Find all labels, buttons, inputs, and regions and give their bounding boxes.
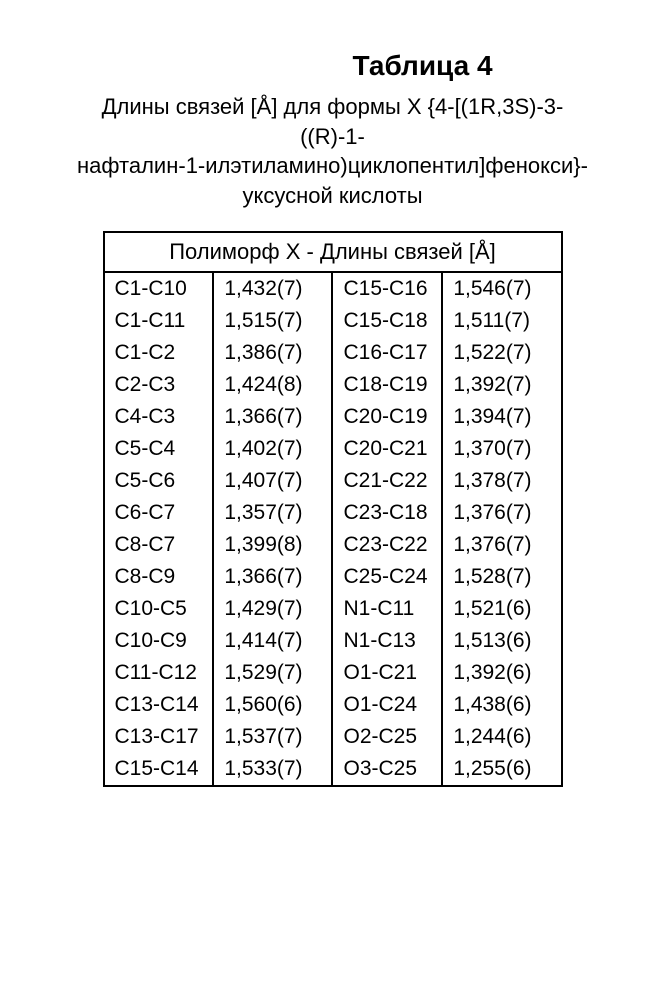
bond-pair-left: C1-C10 [104, 272, 214, 305]
bond-value-left: 1,529(7) [213, 657, 332, 689]
table-row: C10-C91,414(7)N1-C131,513(6) [104, 625, 562, 657]
caption-line-2: нафталин-1-илэтиламино)циклопентил]фенок… [77, 153, 588, 178]
bond-value-left: 1,357(7) [213, 497, 332, 529]
table-row: C13-C141,560(6)O1-C241,438(6) [104, 689, 562, 721]
bond-value-right: 1,528(7) [442, 561, 561, 593]
bond-pair-right: N1-C13 [332, 625, 442, 657]
table-row: C2-C31,424(8)C18-C191,392(7) [104, 369, 562, 401]
bond-value-right: 1,521(6) [442, 593, 561, 625]
bond-pair-left: C13-C17 [104, 721, 214, 753]
bond-value-left: 1,366(7) [213, 561, 332, 593]
bond-value-left: 1,515(7) [213, 305, 332, 337]
bond-length-table: Полиморф X - Длины связей [Å] C1-C101,43… [103, 231, 563, 787]
table-number-title: Таблица 4 [250, 50, 595, 82]
bond-pair-right: C25-C24 [332, 561, 442, 593]
bond-pair-right: C15-C16 [332, 272, 442, 305]
table-row: C8-C71,399(8)C23-C221,376(7) [104, 529, 562, 561]
table-header: Полиморф X - Длины связей [Å] [104, 232, 562, 272]
bond-pair-left: C2-C3 [104, 369, 214, 401]
bond-value-right: 1,511(7) [442, 305, 561, 337]
bond-pair-left: C5-C4 [104, 433, 214, 465]
table-row: C10-C51,429(7)N1-C111,521(6) [104, 593, 562, 625]
bond-pair-left: C1-C2 [104, 337, 214, 369]
bond-value-right: 1,378(7) [442, 465, 561, 497]
bond-value-left: 1,432(7) [213, 272, 332, 305]
caption-line-1: Длины связей [Å] для формы X {4-[(1R,3S)… [102, 94, 564, 149]
bond-pair-right: O1-C24 [332, 689, 442, 721]
bond-pair-left: C15-C14 [104, 753, 214, 786]
table-row: C5-C61,407(7)C21-C221,378(7) [104, 465, 562, 497]
bond-value-left: 1,402(7) [213, 433, 332, 465]
bond-value-right: 1,376(7) [442, 497, 561, 529]
bond-value-left: 1,560(6) [213, 689, 332, 721]
bond-value-right: 1,438(6) [442, 689, 561, 721]
bond-value-right: 1,370(7) [442, 433, 561, 465]
bond-pair-left: C6-C7 [104, 497, 214, 529]
bond-value-left: 1,366(7) [213, 401, 332, 433]
table-row: C8-C91,366(7)C25-C241,528(7) [104, 561, 562, 593]
bond-value-right: 1,392(7) [442, 369, 561, 401]
bond-pair-left: C10-C5 [104, 593, 214, 625]
bond-pair-right: C20-C21 [332, 433, 442, 465]
bond-value-left: 1,429(7) [213, 593, 332, 625]
bond-pair-right: C23-C18 [332, 497, 442, 529]
bond-pair-left: C11-C12 [104, 657, 214, 689]
bond-value-left: 1,399(8) [213, 529, 332, 561]
bond-value-left: 1,386(7) [213, 337, 332, 369]
bond-pair-right: C15-C18 [332, 305, 442, 337]
bond-value-right: 1,546(7) [442, 272, 561, 305]
table-row: C13-C171,537(7)O2-C251,244(6) [104, 721, 562, 753]
bond-pair-left: C5-C6 [104, 465, 214, 497]
bond-pair-right: O1-C21 [332, 657, 442, 689]
bond-pair-right: O3-C25 [332, 753, 442, 786]
bond-value-right: 1,522(7) [442, 337, 561, 369]
bond-value-right: 1,513(6) [442, 625, 561, 657]
table-body: C1-C101,432(7)C15-C161,546(7)C1-C111,515… [104, 272, 562, 786]
bond-pair-right: C21-C22 [332, 465, 442, 497]
bond-pair-left: C8-C7 [104, 529, 214, 561]
table-row: C5-C41,402(7)C20-C211,370(7) [104, 433, 562, 465]
bond-pair-right: C16-C17 [332, 337, 442, 369]
bond-pair-left: C4-C3 [104, 401, 214, 433]
table-row: C1-C21,386(7)C16-C171,522(7) [104, 337, 562, 369]
bond-pair-left: C8-C9 [104, 561, 214, 593]
bond-value-left: 1,407(7) [213, 465, 332, 497]
table-row: C11-C121,529(7)O1-C211,392(6) [104, 657, 562, 689]
bond-pair-left: C1-C11 [104, 305, 214, 337]
caption-line-3: уксусной кислоты [242, 183, 422, 208]
bond-value-right: 1,376(7) [442, 529, 561, 561]
bond-value-left: 1,414(7) [213, 625, 332, 657]
bond-value-left: 1,533(7) [213, 753, 332, 786]
bond-value-right: 1,255(6) [442, 753, 561, 786]
table-caption: Длины связей [Å] для формы X {4-[(1R,3S)… [70, 92, 595, 211]
bond-value-left: 1,537(7) [213, 721, 332, 753]
bond-value-right: 1,394(7) [442, 401, 561, 433]
table-row: C4-C31,366(7)C20-C191,394(7) [104, 401, 562, 433]
bond-pair-right: O2-C25 [332, 721, 442, 753]
table-row: C1-C101,432(7)C15-C161,546(7) [104, 272, 562, 305]
bond-value-right: 1,244(6) [442, 721, 561, 753]
table-row: C6-C71,357(7)C23-C181,376(7) [104, 497, 562, 529]
bond-pair-right: C23-C22 [332, 529, 442, 561]
bond-pair-right: C18-C19 [332, 369, 442, 401]
bond-pair-left: C13-C14 [104, 689, 214, 721]
bond-pair-right: C20-C19 [332, 401, 442, 433]
table-row: C15-C141,533(7)O3-C251,255(6) [104, 753, 562, 786]
bond-pair-left: C10-C9 [104, 625, 214, 657]
bond-value-right: 1,392(6) [442, 657, 561, 689]
table-row: C1-C111,515(7)C15-C181,511(7) [104, 305, 562, 337]
bond-value-left: 1,424(8) [213, 369, 332, 401]
bond-pair-right: N1-C11 [332, 593, 442, 625]
